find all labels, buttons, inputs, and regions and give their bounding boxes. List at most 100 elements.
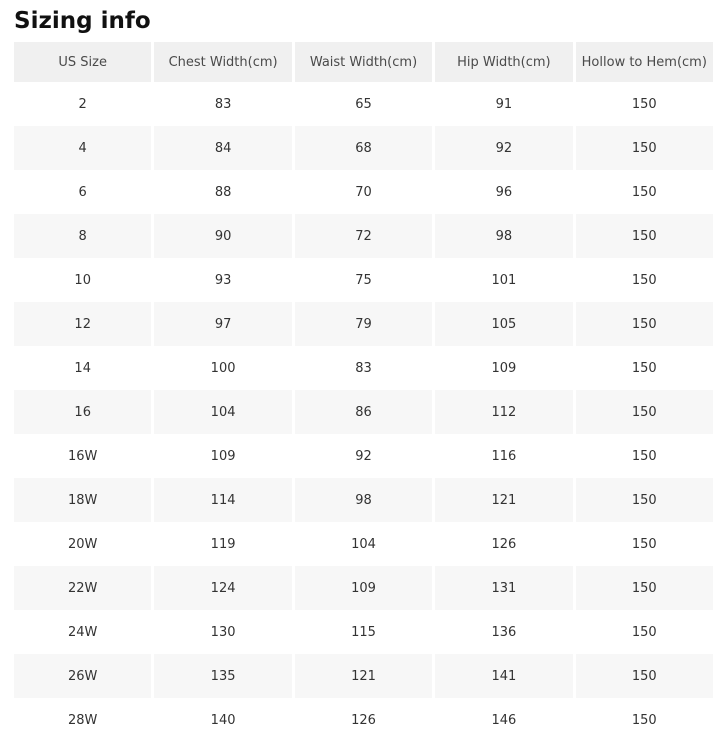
table-cell: 24W [14, 610, 152, 654]
table-cell: 119 [154, 522, 292, 566]
table-row: 22W 124 109 131 150 [14, 566, 713, 610]
table-row: 28W 140 126 146 150 [14, 698, 713, 742]
column-header-hip-width: Hip Width(cm) [435, 42, 573, 82]
table-cell: 140 [154, 698, 292, 742]
table-cell: 72 [294, 214, 433, 258]
table-cell: 150 [575, 522, 713, 566]
table-cell: 22W [14, 566, 152, 610]
table-cell: 98 [435, 214, 573, 258]
table-cell: 97 [154, 302, 292, 346]
table-cell: 126 [435, 522, 573, 566]
table-row: 14 100 83 109 150 [14, 346, 713, 390]
table-cell: 121 [435, 478, 573, 522]
table-row: 20W 119 104 126 150 [14, 522, 713, 566]
sizing-table: US Size Chest Width(cm) Waist Width(cm) … [11, 42, 716, 742]
table-cell: 150 [575, 214, 713, 258]
table-cell: 26W [14, 654, 152, 698]
table-cell: 150 [575, 258, 713, 302]
table-cell: 79 [294, 302, 433, 346]
table-cell: 136 [435, 610, 573, 654]
table-cell: 150 [575, 302, 713, 346]
table-cell: 112 [435, 390, 573, 434]
table-cell: 93 [154, 258, 292, 302]
table-cell: 88 [154, 170, 292, 214]
table-cell: 126 [294, 698, 433, 742]
table-cell: 18W [14, 478, 152, 522]
table-cell: 150 [575, 610, 713, 654]
table-cell: 105 [435, 302, 573, 346]
table-row: 16 104 86 112 150 [14, 390, 713, 434]
table-cell: 150 [575, 390, 713, 434]
table-cell: 96 [435, 170, 573, 214]
table-cell: 65 [294, 82, 433, 126]
table-cell: 131 [435, 566, 573, 610]
column-header-us-size: US Size [14, 42, 152, 82]
table-cell: 98 [294, 478, 433, 522]
column-header-waist-width: Waist Width(cm) [294, 42, 433, 82]
table-cell: 70 [294, 170, 433, 214]
table-cell: 92 [294, 434, 433, 478]
sizing-table-header: US Size Chest Width(cm) Waist Width(cm) … [14, 42, 713, 82]
table-row: 12 97 79 105 150 [14, 302, 713, 346]
table-cell: 109 [154, 434, 292, 478]
table-row: 8 90 72 98 150 [14, 214, 713, 258]
table-row: 24W 130 115 136 150 [14, 610, 713, 654]
page-title: Sizing info [14, 8, 151, 34]
header-row: US Size Chest Width(cm) Waist Width(cm) … [14, 42, 713, 82]
table-cell: 141 [435, 654, 573, 698]
table-cell: 146 [435, 698, 573, 742]
table-cell: 150 [575, 346, 713, 390]
table-cell: 150 [575, 170, 713, 214]
table-cell: 2 [14, 82, 152, 126]
sizing-table-body: 2 83 65 91 150 4 84 68 92 150 6 88 70 96 150 8 90 72 98 150… [14, 82, 713, 742]
table-cell: 150 [575, 698, 713, 742]
table-cell: 109 [435, 346, 573, 390]
table-cell: 6 [14, 170, 152, 214]
table-cell: 16 [14, 390, 152, 434]
column-header-chest-width: Chest Width(cm) [154, 42, 292, 82]
table-row: 10 93 75 101 150 [14, 258, 713, 302]
table-cell: 150 [575, 566, 713, 610]
table-cell: 109 [294, 566, 433, 610]
table-row: 4 84 68 92 150 [14, 126, 713, 170]
table-cell: 16W [14, 434, 152, 478]
table-cell: 150 [575, 82, 713, 126]
table-cell: 12 [14, 302, 152, 346]
table-row: 26W 135 121 141 150 [14, 654, 713, 698]
table-cell: 8 [14, 214, 152, 258]
table-cell: 100 [154, 346, 292, 390]
table-cell: 115 [294, 610, 433, 654]
table-cell: 10 [14, 258, 152, 302]
table-cell: 130 [154, 610, 292, 654]
table-cell: 84 [154, 126, 292, 170]
column-header-hollow-to-hem: Hollow to Hem(cm) [575, 42, 713, 82]
table-row: 6 88 70 96 150 [14, 170, 713, 214]
table-cell: 86 [294, 390, 433, 434]
table-cell: 114 [154, 478, 292, 522]
table-cell: 150 [575, 434, 713, 478]
table-cell: 91 [435, 82, 573, 126]
table-cell: 104 [294, 522, 433, 566]
table-row: 2 83 65 91 150 [14, 82, 713, 126]
table-cell: 101 [435, 258, 573, 302]
table-cell: 92 [435, 126, 573, 170]
table-cell: 4 [14, 126, 152, 170]
table-cell: 83 [294, 346, 433, 390]
table-cell: 150 [575, 478, 713, 522]
table-cell: 28W [14, 698, 152, 742]
table-cell: 121 [294, 654, 433, 698]
table-cell: 150 [575, 126, 713, 170]
table-cell: 124 [154, 566, 292, 610]
table-cell: 116 [435, 434, 573, 478]
table-cell: 68 [294, 126, 433, 170]
table-cell: 104 [154, 390, 292, 434]
table-row: 16W 109 92 116 150 [14, 434, 713, 478]
table-cell: 14 [14, 346, 152, 390]
table-row: 18W 114 98 121 150 [14, 478, 713, 522]
table-cell: 83 [154, 82, 292, 126]
table-cell: 150 [575, 654, 713, 698]
table-cell: 90 [154, 214, 292, 258]
table-cell: 20W [14, 522, 152, 566]
table-cell: 135 [154, 654, 292, 698]
